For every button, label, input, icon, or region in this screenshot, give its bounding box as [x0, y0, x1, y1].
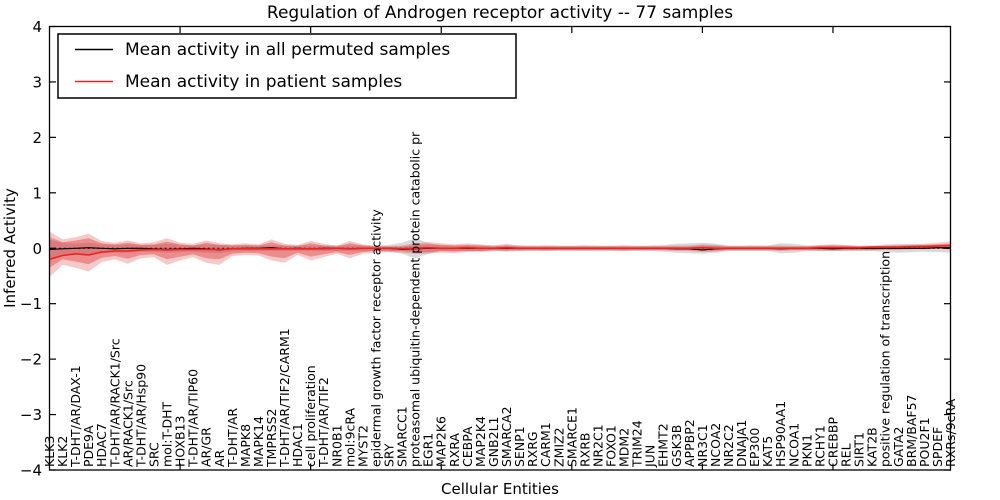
x-tick-label: mol:T-DHT — [160, 401, 175, 467]
legend-label-permuted: Mean activity in all permuted samples — [125, 40, 450, 60]
x-tick-label: AR — [212, 449, 227, 467]
x-tick-label: EP300 — [747, 428, 762, 467]
x-tick-label: GNB2L1 — [486, 417, 501, 467]
x-tick-label: GSK3B — [669, 425, 684, 467]
x-tick-label: GATA2 — [891, 427, 906, 467]
x-tick-label: T-DHT/AR/TIF2/CARM1 — [277, 328, 292, 468]
x-tick-label: KAT2B — [865, 427, 880, 467]
x-tick-label: HDAC1 — [290, 423, 305, 467]
legend-box — [57, 33, 517, 99]
y-tick-label: −3 — [20, 406, 42, 424]
legend: Mean activity in all permuted samples Me… — [57, 33, 517, 99]
y-tick-labels: 4 3 2 1 0 −1 −2 −3 −4 — [20, 18, 42, 480]
chart-title: Regulation of Androgen receptor activity… — [267, 3, 733, 23]
patient-range-inner-band — [49, 237, 951, 268]
y-tick-label: 0 — [32, 240, 42, 258]
patient-range-outer-band — [49, 231, 951, 278]
y-axis-label: Inferred Activity — [1, 188, 19, 308]
y-tick-label: −4 — [20, 462, 42, 480]
x-tick-label: TRIM24 — [630, 420, 645, 468]
x-category-labels: KLK3KLK2T-DHT/AR/DAX-1PDE9AHDAC7T-DHT/AR… — [42, 131, 958, 468]
x-tick-label: SIRT1 — [852, 432, 867, 467]
x-tick-label: cell proliferation — [303, 365, 318, 467]
x-tick-label: positive regulation of transcription — [878, 251, 893, 467]
x-tick-label: HDAC7 — [94, 423, 109, 467]
x-tick-label: HSP90AA1 — [773, 401, 788, 467]
x-tick-label: T-DHT/AR — [225, 408, 240, 468]
x-tick-label: epidermal growth factor receptor activit… — [368, 209, 383, 467]
x-tick-label: RXRA — [447, 433, 462, 467]
x-tick-label: HOXB13 — [173, 416, 188, 467]
x-tick-label: NR2C2 — [721, 424, 736, 467]
x-tick-label: RXRG — [525, 431, 540, 467]
x-tick-label: NCOA2 — [708, 423, 723, 467]
x-tick-label: MDM2 — [617, 428, 632, 467]
x-tick-label: KLK2 — [55, 436, 70, 467]
y-tick-label: −1 — [20, 295, 42, 313]
x-tick-label: mol:9cRA — [342, 407, 357, 467]
y-tick-label: −2 — [20, 351, 42, 369]
x-tick-label: MAP2K4 — [473, 416, 488, 467]
x-tick-label: T-DHT/AR/TIP60 — [186, 369, 201, 468]
x-tick-label: SMARCE1 — [564, 407, 579, 467]
x-tick-label: proteasomal ubiquitin-dependent protein … — [408, 131, 423, 467]
x-tick-label: T-DHT/AR/DAX-1 — [68, 365, 83, 468]
y-tick-label: 4 — [32, 18, 42, 36]
x-tick-label: REL — [839, 443, 854, 467]
x-tick-label: SMARCA2 — [499, 406, 514, 467]
x-tick-label: CEBPA — [460, 426, 475, 467]
x-tick-label: JUN — [643, 445, 658, 468]
confidence-bands — [49, 231, 951, 278]
x-tick-label: CREBBP — [826, 417, 841, 467]
x-tick-label: MAP2K6 — [434, 416, 449, 467]
x-axis-label: Cellular Entities — [441, 480, 559, 498]
x-tick-label: NR3C1 — [695, 424, 710, 467]
x-tick-label: RXRB — [577, 432, 592, 467]
x-tick-label: SPDEF — [930, 427, 945, 467]
x-tick-label: SENP1 — [512, 426, 527, 467]
x-tick-label: APPBP2 — [682, 419, 697, 467]
x-tick-label: AR/GR — [199, 427, 214, 467]
x-tick-label: MAPK8 — [238, 424, 253, 467]
x-tick-label: EHMT2 — [656, 423, 671, 467]
x-tick-label: CARM1 — [538, 422, 553, 467]
x-tick-label: TMPRSS2 — [264, 409, 279, 468]
y-tick-label: 2 — [32, 129, 42, 147]
x-tick-label: SRC — [147, 442, 162, 467]
x-tick-label: MAPK14 — [251, 416, 266, 467]
x-tick-label: KAT5 — [760, 436, 775, 467]
legend-label-patient: Mean activity in patient samples — [125, 72, 402, 92]
x-tick-label: AR/RACK1/Src — [120, 380, 135, 467]
x-tick-label: PDE9A — [81, 425, 96, 467]
x-tick-label: BRM/BAF57 — [904, 395, 919, 467]
x-tick-label: NR2C1 — [590, 424, 605, 467]
plot-border — [48, 25, 952, 471]
x-tick-label: POU2F1 — [917, 417, 932, 467]
x-tick-label: ZMIZ2 — [551, 427, 566, 467]
y-tick-label: 1 — [32, 184, 42, 202]
x-tick-label: T-DHT/AR/RACK1/Src — [107, 338, 122, 468]
x-tick-label: T-DHT/AR/TIF2 — [316, 377, 331, 468]
x-tick-label: T-DHT/AR/Hsp90 — [133, 364, 148, 468]
x-tick-label: NR0B1 — [329, 424, 344, 467]
x-tick-label: RCHY1 — [812, 425, 827, 467]
x-tick-label: SMARCC1 — [395, 406, 410, 467]
x-tick-label: FOXO1 — [604, 425, 619, 467]
x-tick-label: PKN1 — [799, 434, 814, 467]
patient-mean-line — [49, 244, 951, 261]
x-tick-label: SRY — [382, 443, 397, 467]
x-tick-label: MYST2 — [355, 425, 370, 467]
y-tick-label: 3 — [32, 73, 42, 91]
x-tick-label: NCOA1 — [786, 423, 801, 467]
x-tick-label: EGR1 — [421, 433, 436, 467]
x-tick-label: DNAJA1 — [734, 420, 749, 468]
